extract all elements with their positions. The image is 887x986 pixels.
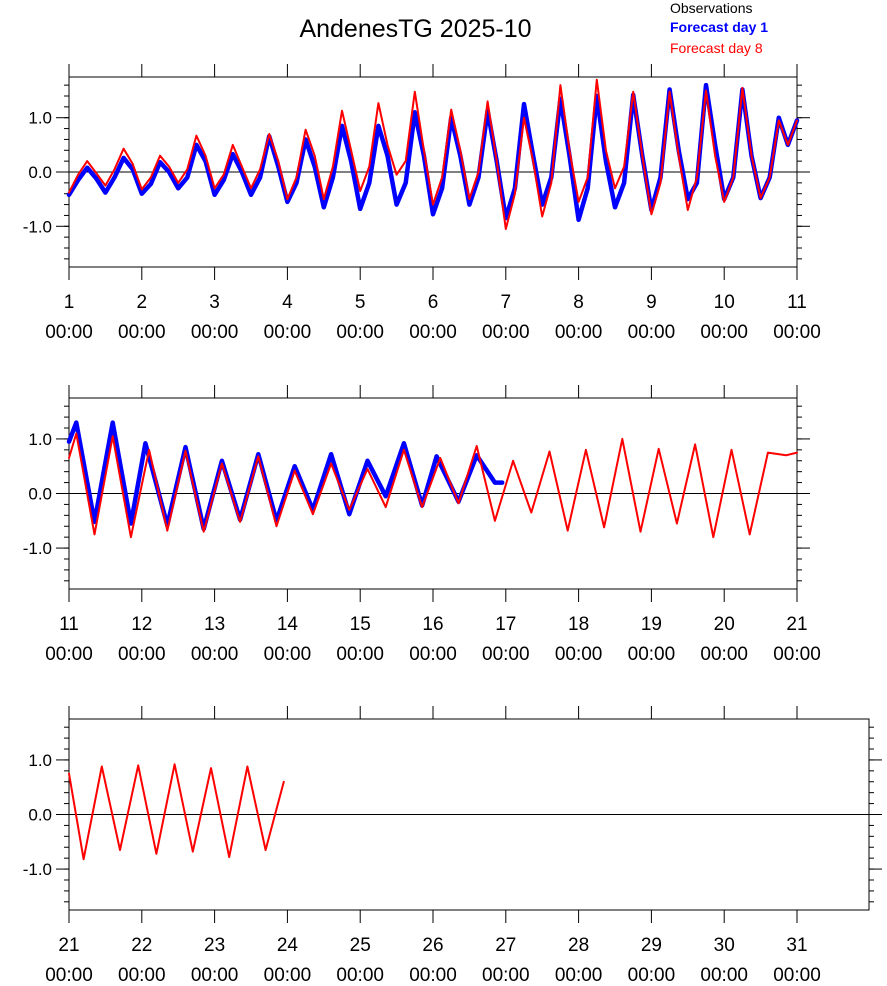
x-tick-label-time: 00:00 [191, 322, 239, 343]
x-tick-label-time: 00:00 [45, 644, 93, 665]
x-tick-label-time: 00:00 [264, 965, 312, 986]
x-tick-label-day: 27 [495, 935, 516, 956]
y-tick-label: 0.0 [28, 485, 52, 504]
x-tick-label-day: 30 [714, 935, 735, 956]
x-tick-label-time: 00:00 [336, 965, 384, 986]
panel-2: -1.0 0.0 1.0 11 00:00 12 00:00 13 00:00 14 00:00 15… [23, 385, 821, 665]
panel-1: -1.0 0.0 1.0 1 00:00 2 00:00 3 00:00 4 00:00 5 00:00… [23, 64, 821, 343]
x-tick-label-day: 4 [282, 292, 293, 313]
x-tick-label-time: 00:00 [191, 965, 239, 986]
x-tick-label-time: 00:00 [773, 965, 821, 986]
y-tick-label: 0.0 [28, 806, 52, 825]
x-tick-label-time: 00:00 [336, 644, 384, 665]
x-tick-label-day: 16 [422, 614, 443, 635]
x-tick-label-time: 00:00 [628, 322, 676, 343]
x-tick-label-day: 1 [64, 292, 75, 313]
x-tick-label-day: 21 [58, 935, 79, 956]
x-tick-label-time: 00:00 [336, 322, 384, 343]
page-title: AndenesTG 2025-10 [299, 15, 532, 43]
x-tick-label-day: 6 [428, 292, 439, 313]
x-tick-label-time: 00:00 [409, 965, 457, 986]
x-tick-label-time: 00:00 [45, 322, 93, 343]
series-forecast-day1 [66, 420, 505, 532]
x-tick-label-time: 00:00 [45, 965, 93, 986]
y-tick-label: -1.0 [23, 539, 52, 558]
x-tick-label-day: 7 [501, 292, 512, 313]
series-forecast-day8 [68, 763, 285, 861]
x-tick-label-day: 8 [573, 292, 584, 313]
x-tick-label-time: 00:00 [482, 322, 530, 343]
x-tick-label-day: 25 [350, 935, 371, 956]
x-tick-label-time: 00:00 [773, 322, 821, 343]
x-tick-label-time: 00:00 [555, 644, 603, 665]
x-tick-label-day: 23 [204, 935, 225, 956]
x-tick-label-day: 26 [422, 935, 443, 956]
x-tick-label-time: 00:00 [773, 644, 821, 665]
x-tick-label-time: 00:00 [700, 965, 748, 986]
panel-3: -1.0 0.0 1.0 21 00:00 22 00:00 23 00:00 24 00:00 25… [23, 706, 882, 986]
x-tick-label-day: 5 [355, 292, 366, 313]
x-tick-label-time: 00:00 [482, 965, 530, 986]
x-tick-label-time: 00:00 [191, 644, 239, 665]
y-tick-label: 1.0 [28, 109, 52, 128]
x-tick-label-day: 3 [209, 292, 220, 313]
x-tick-label-day: 14 [277, 614, 299, 635]
x-tick-label-day: 15 [350, 614, 371, 635]
x-tick-label-time: 00:00 [700, 644, 748, 665]
x-tick-label-time: 00:00 [264, 644, 312, 665]
legend-forecast-day1: Forecast day 1 [670, 19, 769, 35]
x-tick-label-day: 2 [137, 292, 148, 313]
x-tick-label-day: 19 [641, 614, 662, 635]
x-tick-label-day: 18 [568, 614, 589, 635]
x-tick-label-day: 17 [495, 614, 516, 635]
x-tick-label-time: 00:00 [555, 965, 603, 986]
x-tick-label-day: 10 [714, 292, 735, 313]
x-tick-label-time: 00:00 [700, 322, 748, 343]
x-tick-label-time: 00:00 [409, 644, 457, 665]
series-forecast-day8 [68, 78, 798, 230]
x-tick-label-day: 9 [646, 292, 657, 313]
x-tick-label-day: 29 [641, 935, 662, 956]
y-tick-label: -1.0 [23, 217, 52, 236]
x-tick-label-time: 00:00 [264, 322, 312, 343]
x-tick-label-day: 28 [568, 935, 589, 956]
y-tick-label: 1.0 [28, 430, 52, 449]
x-tick-label-day: 22 [131, 935, 152, 956]
x-tick-label-time: 00:00 [482, 644, 530, 665]
series-forecast-day8 [68, 432, 798, 539]
x-tick-label-time: 00:00 [118, 644, 166, 665]
y-tick-label: 1.0 [28, 751, 52, 770]
x-tick-label-time: 00:00 [555, 322, 603, 343]
x-tick-label-day: 21 [786, 614, 807, 635]
x-tick-label-time: 00:00 [628, 644, 676, 665]
x-tick-label-day: 12 [131, 614, 152, 635]
x-tick-label-time: 00:00 [628, 965, 676, 986]
x-tick-label-time: 00:00 [409, 322, 457, 343]
legend-forecast-day8: Forecast day 8 [670, 40, 763, 56]
y-tick-label: -1.0 [23, 860, 52, 879]
y-tick-label: 0.0 [28, 163, 52, 182]
x-tick-label-day: 31 [786, 935, 807, 956]
x-tick-label-day: 24 [277, 935, 299, 956]
x-tick-label-time: 00:00 [118, 965, 166, 986]
x-tick-label-time: 00:00 [118, 322, 166, 343]
legend-observations: Observations [670, 0, 753, 16]
x-tick-label-day: 20 [714, 614, 735, 635]
x-tick-label-day: 11 [59, 614, 79, 635]
x-tick-label-day: 11 [787, 292, 807, 313]
x-tick-label-day: 13 [204, 614, 225, 635]
